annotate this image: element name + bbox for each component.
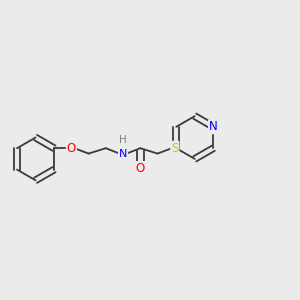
Text: N: N [119,148,127,159]
Text: O: O [67,142,76,155]
Text: S: S [171,142,178,155]
Text: O: O [136,162,145,175]
Text: H: H [119,135,127,145]
Text: N: N [209,120,218,133]
